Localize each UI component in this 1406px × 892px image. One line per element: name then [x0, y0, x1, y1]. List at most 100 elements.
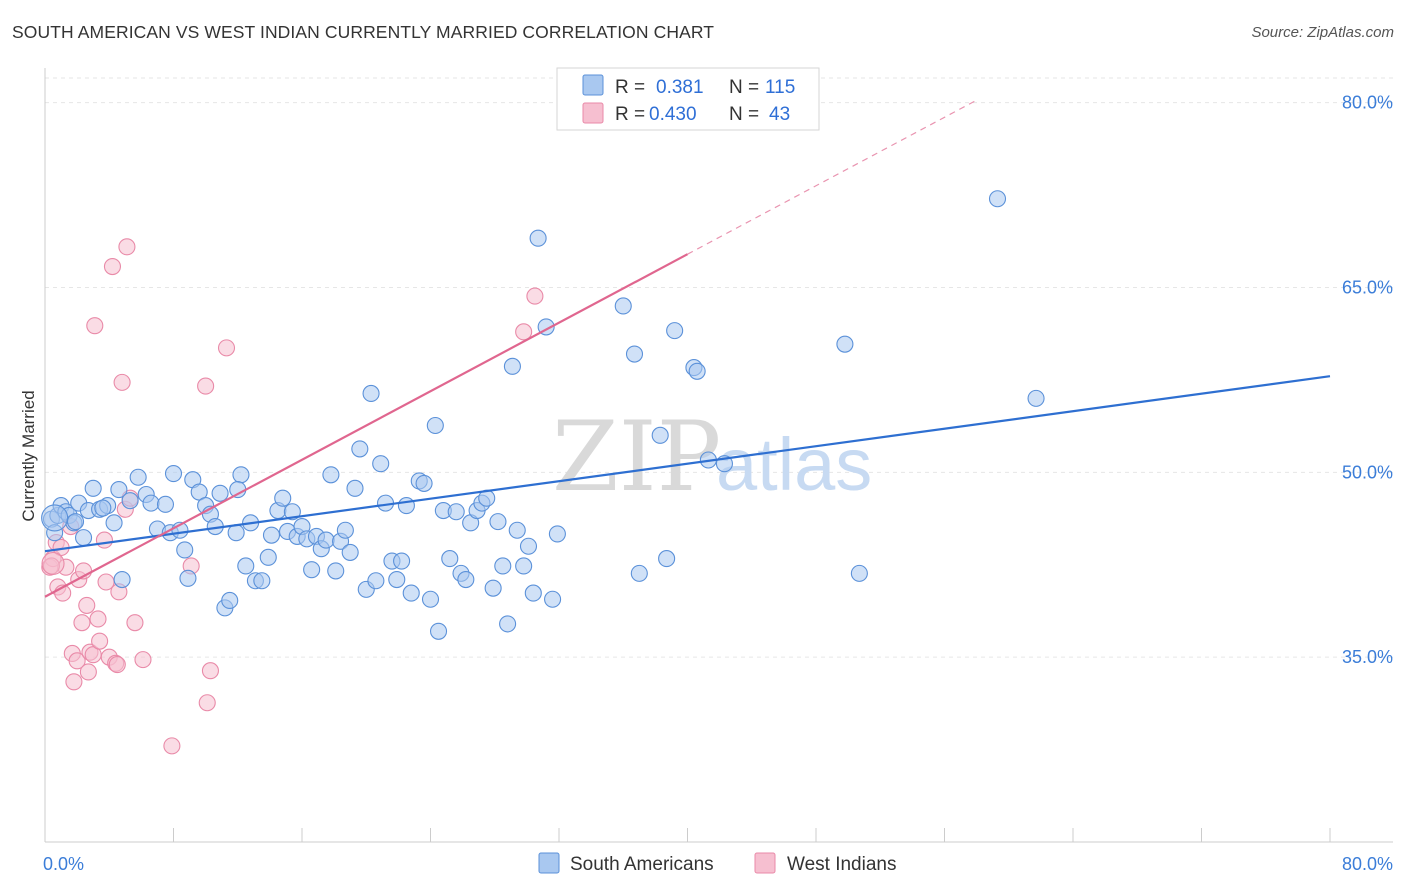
south-americans-point-37 — [237, 557, 255, 575]
legend-n-value-1: 115 — [765, 77, 795, 98]
south-americans-point-35 — [227, 524, 245, 542]
south-americans-point-14 — [110, 481, 128, 499]
south-americans-point-64 — [372, 455, 390, 473]
correlation-legend: R = 0.381 N = 115 R = 0.430 N = 43 — [556, 67, 820, 131]
south-americans-point-67 — [388, 570, 406, 589]
legend-n-label-1: N = — [729, 77, 759, 98]
west-indians-point-32 — [126, 614, 144, 632]
south-americans-point-99 — [625, 345, 644, 363]
series-legend: South Americans West Indians — [538, 852, 896, 875]
west-indians-point-9 — [65, 673, 83, 691]
south-americans-trend-line — [44, 375, 1331, 553]
south-americans-point-72 — [415, 474, 433, 492]
west-indians-point-19 — [89, 610, 107, 628]
south-americans-point-73 — [421, 590, 440, 608]
y-tick-label-2: 65.0% — [1342, 277, 1393, 297]
y-tick-label-1: 50.0% — [1342, 462, 1393, 482]
south-americans-point-80 — [457, 570, 475, 589]
south-americans-point-75 — [429, 622, 448, 640]
y-tick-label-0: 35.0% — [1342, 647, 1393, 667]
west-indians-point-15 — [79, 663, 97, 681]
south-americans-point-19 — [142, 494, 160, 512]
series-label-west-indians: West Indians — [787, 854, 896, 875]
west-indians-point-14 — [78, 596, 96, 614]
legend-r-value-1: 0.381 — [656, 77, 704, 98]
south-americans-point-105 — [688, 362, 706, 380]
south-americans-point-100 — [630, 564, 648, 582]
south-americans-point-90 — [508, 521, 526, 539]
chart-title: SOUTH AMERICAN VS WEST INDIAN CURRENTLY … — [12, 22, 715, 42]
x-tick-label-0: 0.0% — [43, 854, 84, 874]
south-americans-point-70 — [402, 584, 420, 602]
south-americans-point-62 — [362, 384, 380, 403]
south-americans-point-97 — [548, 525, 566, 543]
south-americans-point-93 — [524, 584, 542, 602]
legend-r-label-1: R = — [615, 77, 645, 98]
series-swatch-south-americans — [538, 852, 560, 874]
south-americans-point-42 — [262, 526, 281, 544]
south-americans-point-78 — [447, 503, 465, 521]
series-swatch-west-indians — [754, 852, 776, 874]
legend-n-label-2: N = — [729, 104, 759, 125]
south-americans-point-55 — [327, 562, 345, 580]
west-indians-trend-line — [44, 253, 689, 598]
south-americans-point-10 — [84, 479, 102, 497]
series-label-south-americans: South Americans — [570, 854, 714, 875]
south-americans-point-46 — [283, 503, 301, 521]
south-americans-point-102 — [658, 550, 676, 568]
south-americans-point-74 — [426, 416, 444, 435]
x-tick-labels: 0.0% 80.0% — [43, 854, 1393, 874]
y-tick-labels: 35.0% 50.0% 65.0% 80.0% — [1342, 93, 1393, 668]
watermark-atlas: atlas — [716, 423, 872, 506]
south-americans-point-60 — [351, 440, 369, 458]
south-americans-point-77 — [441, 550, 459, 568]
south-americans-point-101 — [651, 426, 669, 444]
south-americans-point-89 — [503, 357, 521, 375]
south-americans-point-112 — [66, 513, 85, 531]
west-indians-point-cluster — [41, 551, 65, 576]
south-americans-point-91 — [515, 557, 533, 575]
west-indians-point-30 — [118, 238, 136, 256]
south-americans-point-103 — [666, 322, 684, 340]
south-americans-point-13 — [105, 514, 123, 532]
west-indians-point-26 — [108, 656, 126, 674]
x-tick-label-1: 80.0% — [1342, 854, 1393, 874]
south-americans-point-108 — [836, 335, 854, 353]
west-indians-point-28 — [113, 373, 131, 391]
west-indians-point-37 — [198, 694, 216, 712]
west-indians-point-34 — [163, 737, 181, 755]
west-indians-point-18 — [86, 317, 104, 335]
south-americans-point-8 — [75, 529, 93, 547]
y-axis-label: Currently Married — [19, 390, 38, 521]
south-americans-point-57 — [336, 521, 354, 539]
watermark-zip: ZIP — [552, 401, 721, 513]
south-americans-point-68 — [393, 552, 411, 570]
south-americans-point-50 — [303, 561, 321, 579]
south-americans-point-88 — [499, 615, 517, 633]
south-americans-point-44 — [274, 489, 292, 507]
south-americans-point-86 — [489, 513, 507, 531]
south-americans-point-69 — [397, 497, 415, 515]
south-americans-point-53 — [317, 531, 335, 549]
south-americans-point-54 — [322, 466, 340, 484]
west-indians-point-20 — [91, 632, 109, 650]
west-indians-point-41 — [526, 287, 544, 305]
south-americans-point-109 — [850, 564, 868, 582]
legend-r-value-2: 0.430 — [649, 104, 697, 125]
south-americans-point-110 — [988, 190, 1007, 208]
west-indians-point-36 — [197, 377, 215, 395]
south-americans-point-59 — [346, 479, 364, 497]
watermark: ZIP atlas — [552, 401, 872, 513]
west-indians-point-12 — [73, 614, 91, 632]
south-americans-point-16 — [121, 492, 139, 510]
south-americans-point-40 — [253, 572, 271, 590]
south-americans-point-85 — [484, 579, 502, 597]
legend-n-value-2: 43 — [769, 104, 790, 125]
trend-lines — [44, 99, 1331, 598]
axes — [44, 68, 1393, 843]
south-americans-point-58 — [341, 543, 359, 561]
south-americans-point-94 — [529, 229, 547, 247]
south-americans-point-26 — [179, 569, 197, 587]
legend-r-label-2: R = — [615, 104, 645, 125]
source-label: Source: ZipAtlas.com — [1251, 24, 1394, 41]
